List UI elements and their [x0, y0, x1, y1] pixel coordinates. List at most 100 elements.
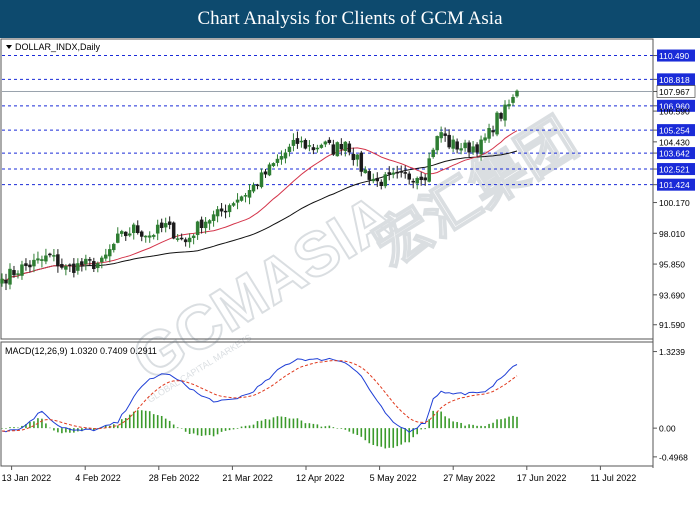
- macd-histogram-bar: [452, 421, 454, 429]
- macd-histogram-bar: [500, 419, 502, 429]
- level-label-box: [657, 147, 695, 160]
- candle-body: [151, 235, 156, 237]
- candle-body: [68, 264, 72, 267]
- macd-histogram-bar: [448, 418, 450, 429]
- macd-histogram-bar: [324, 426, 327, 429]
- macd-panel-frame: [0, 341, 654, 467]
- candle-body: [219, 208, 224, 212]
- macd-histogram-bar: [264, 419, 267, 429]
- candle-body: [295, 138, 300, 144]
- candle-body: [407, 173, 411, 180]
- candle-body: [359, 152, 364, 172]
- candle-body: [155, 224, 160, 234]
- macd-histogram-bar: [232, 428, 235, 430]
- triangle-down-icon[interactable]: [6, 45, 12, 49]
- chart-svg: GCMASIA GLOBAL CAPITAL MARKETS 宏汇集团 110.…: [0, 38, 696, 483]
- candle-body: [223, 210, 228, 213]
- macd-histogram-bar: [13, 427, 15, 429]
- macd-histogram-bar: [348, 428, 351, 432]
- candle-body: [423, 177, 427, 181]
- candle-body: [235, 199, 240, 203]
- macd-histogram-bar: [484, 426, 486, 429]
- macd-histogram-bar: [9, 427, 11, 429]
- macd-histogram-bar: [53, 428, 55, 431]
- macd-histogram-bar: [244, 425, 247, 429]
- y-tick-label: 105.254: [659, 126, 690, 136]
- candle-body: [279, 156, 284, 160]
- candle-body: [4, 279, 8, 284]
- moving-averages: [1, 130, 518, 282]
- level-label-box: [657, 49, 695, 62]
- macd-histogram-bar: [120, 419, 123, 429]
- candle-body: [120, 231, 124, 234]
- candle-body: [139, 231, 144, 237]
- candle-body: [24, 263, 28, 267]
- candle-body: [339, 144, 344, 150]
- macd-histogram-bar: [332, 427, 335, 429]
- candle-body: [355, 154, 360, 160]
- candle-body: [327, 139, 332, 143]
- macd-histogram-bar: [57, 428, 59, 433]
- macd-histogram-bar: [476, 425, 478, 429]
- macd-histogram-bar: [380, 428, 383, 447]
- candle-body: [247, 190, 252, 198]
- macd-histogram-bar: [296, 418, 299, 429]
- x-tick-label: 13 Jan 2022: [2, 473, 52, 483]
- macd-histogram-bar: [360, 428, 363, 437]
- candle-body: [491, 130, 495, 133]
- candle-body: [72, 263, 76, 273]
- macd-histogram-bar: [248, 425, 251, 429]
- x-tick-label: 21 Mar 2022: [222, 473, 273, 483]
- macd-histogram-bar: [304, 423, 307, 429]
- candle-body: [12, 270, 16, 276]
- macd-histogram-bar: [5, 428, 7, 429]
- macd-histogram-bar: [456, 422, 458, 429]
- macd-histogram-bar: [516, 416, 518, 429]
- macd-histogram-bar: [300, 420, 303, 429]
- macd-histogram-bar: [164, 418, 167, 429]
- x-tick-label: 5 May 2022: [370, 473, 417, 483]
- candle-body: [479, 139, 483, 155]
- level-label-box: [657, 73, 695, 86]
- macd-histogram-bar: [93, 428, 95, 431]
- macd-histogram-bar: [308, 423, 311, 429]
- macd-histogram-bar: [41, 418, 43, 429]
- macd-histogram-bar: [45, 423, 47, 429]
- candle-body: [383, 174, 388, 187]
- macd-histogram-bar: [312, 423, 315, 429]
- macd-histogram-bar: [508, 416, 510, 429]
- macd-histogram-bar: [472, 424, 474, 429]
- candle-body: [207, 220, 212, 224]
- macd-histogram-bar: [272, 417, 275, 429]
- y-tick-label: 106.960: [659, 101, 690, 111]
- candle-body: [411, 180, 415, 183]
- candle-body: [275, 158, 280, 163]
- macd-histogram-bar: [328, 425, 331, 429]
- candle-body: [16, 273, 20, 275]
- macd-histogram-bar: [176, 427, 179, 429]
- candle-body: [391, 172, 395, 175]
- x-tick-label: 11 Jul 2022: [590, 473, 636, 483]
- candle-body: [515, 90, 519, 97]
- y-tick-label: 93.690: [659, 290, 685, 300]
- macd-histogram-bar: [276, 416, 279, 429]
- candle-body: [175, 238, 180, 240]
- candle-body: [315, 147, 320, 150]
- macd-histogram-bar: [504, 418, 506, 429]
- candle-body: [351, 153, 356, 161]
- macd-histogram-bar: [212, 428, 215, 437]
- candle-body: [191, 235, 196, 239]
- macd-histogram-bar: [128, 414, 131, 429]
- candle-body: [363, 169, 368, 174]
- candle-body: [76, 263, 80, 271]
- candle-body: [495, 112, 499, 135]
- macd-histogram-bar: [480, 425, 482, 429]
- macd-histogram-bar: [432, 410, 434, 429]
- candle-body: [251, 184, 256, 192]
- candle-body: [291, 139, 296, 146]
- y-tick-label: 106.590: [659, 107, 690, 117]
- macd-histogram-bar: [252, 424, 255, 429]
- macd-histogram-bar: [188, 428, 191, 434]
- macd-histogram-bar: [440, 411, 442, 429]
- candle-body: [183, 239, 188, 243]
